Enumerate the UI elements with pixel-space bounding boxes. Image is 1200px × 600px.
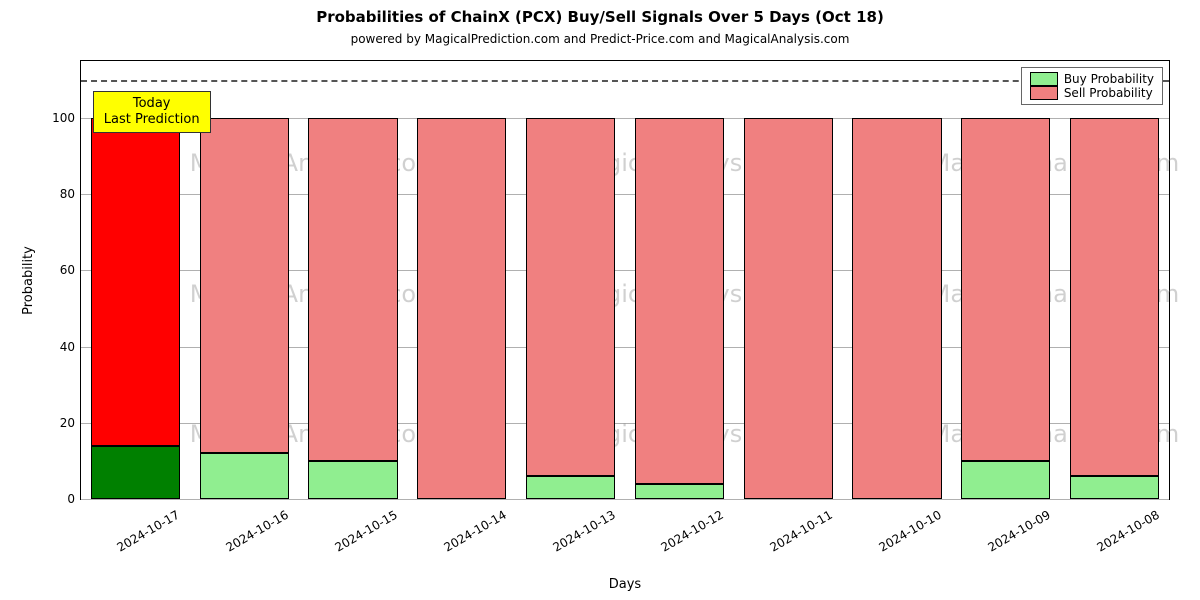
dashed-reference-line	[81, 80, 1169, 82]
bar-sell	[200, 118, 289, 453]
plot-area: Buy Probability Sell Probability 0204060…	[80, 60, 1170, 500]
chart-subtitle: powered by MagicalPrediction.com and Pre…	[0, 32, 1200, 46]
legend-item-buy: Buy Probability	[1030, 72, 1154, 86]
x-tick-label: 2024-10-08	[1089, 499, 1161, 555]
x-tick-label: 2024-10-15	[327, 499, 399, 555]
x-tick-label: 2024-10-11	[763, 499, 835, 555]
y-tick-label: 40	[60, 340, 81, 354]
legend-item-sell: Sell Probability	[1030, 86, 1154, 100]
x-tick-label: 2024-10-17	[110, 499, 182, 555]
y-axis-label: Probability	[18, 60, 38, 500]
bar-buy	[91, 446, 180, 499]
bar-sell	[635, 118, 724, 484]
x-tick-label: 2024-10-16	[219, 499, 291, 555]
bar-buy	[635, 484, 724, 499]
bar-buy	[308, 461, 397, 499]
x-tick-label: 2024-10-10	[871, 499, 943, 555]
bar-buy	[961, 461, 1050, 499]
legend-label-buy: Buy Probability	[1064, 72, 1154, 86]
gridline	[81, 499, 1169, 500]
legend-label-sell: Sell Probability	[1064, 86, 1153, 100]
bar-sell	[852, 118, 941, 499]
x-tick-label: 2024-10-13	[545, 499, 617, 555]
bar-sell	[961, 118, 1050, 461]
x-tick-label: 2024-10-09	[980, 499, 1052, 555]
bar-sell	[91, 118, 180, 446]
x-tick-label: 2024-10-12	[654, 499, 726, 555]
legend-swatch-sell	[1030, 86, 1058, 100]
bar-sell	[308, 118, 397, 461]
y-tick-label: 60	[60, 263, 81, 277]
bar-buy	[1070, 476, 1159, 499]
bar-buy	[200, 453, 289, 499]
annotation-line-2: Last Prediction	[104, 112, 200, 128]
bar-sell	[417, 118, 506, 499]
today-annotation: TodayLast Prediction	[93, 91, 211, 132]
chart-container: Probabilities of ChainX (PCX) Buy/Sell S…	[0, 0, 1200, 600]
bar-sell	[526, 118, 615, 476]
y-tick-label: 20	[60, 416, 81, 430]
y-tick-label: 100	[52, 111, 81, 125]
annotation-line-1: Today	[104, 96, 200, 112]
x-tick-label: 2024-10-14	[436, 499, 508, 555]
bar-sell	[1070, 118, 1159, 476]
chart-title: Probabilities of ChainX (PCX) Buy/Sell S…	[0, 8, 1200, 26]
x-axis-label: Days	[80, 577, 1170, 592]
y-tick-label: 80	[60, 187, 81, 201]
bar-sell	[744, 118, 833, 499]
y-tick-label: 0	[67, 492, 81, 506]
legend-swatch-buy	[1030, 72, 1058, 86]
bar-buy	[526, 476, 615, 499]
legend: Buy Probability Sell Probability	[1021, 67, 1163, 105]
